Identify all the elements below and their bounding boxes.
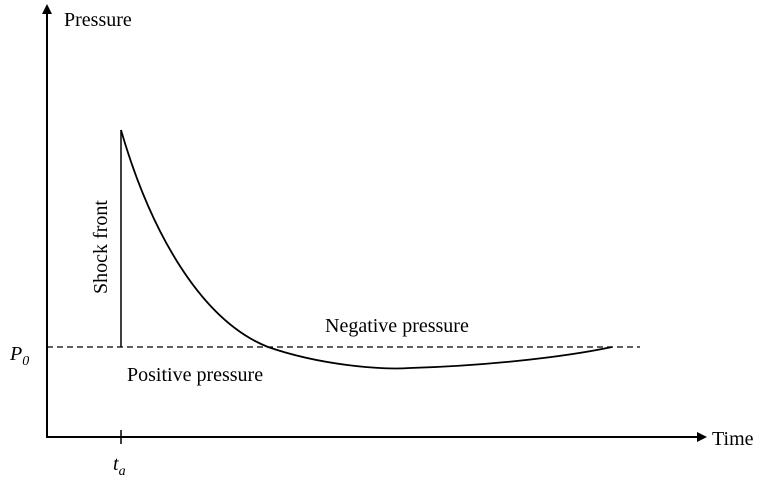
positive-label: Positive pressure: [127, 364, 263, 386]
ta-sub: a: [119, 464, 126, 479]
pressure-curve: [120, 129, 613, 370]
negative-label: Negative pressure: [325, 315, 469, 337]
p0-main: P: [9, 343, 22, 365]
y-axis-label: Pressure: [64, 9, 132, 31]
ta-main: t: [113, 453, 119, 475]
p0-sub: 0: [22, 354, 29, 369]
x-axis-label: Time: [712, 428, 754, 450]
p0-label: P0: [9, 343, 29, 369]
ta-label: ta: [113, 453, 126, 479]
shock-front-label: Shock front: [90, 200, 112, 294]
